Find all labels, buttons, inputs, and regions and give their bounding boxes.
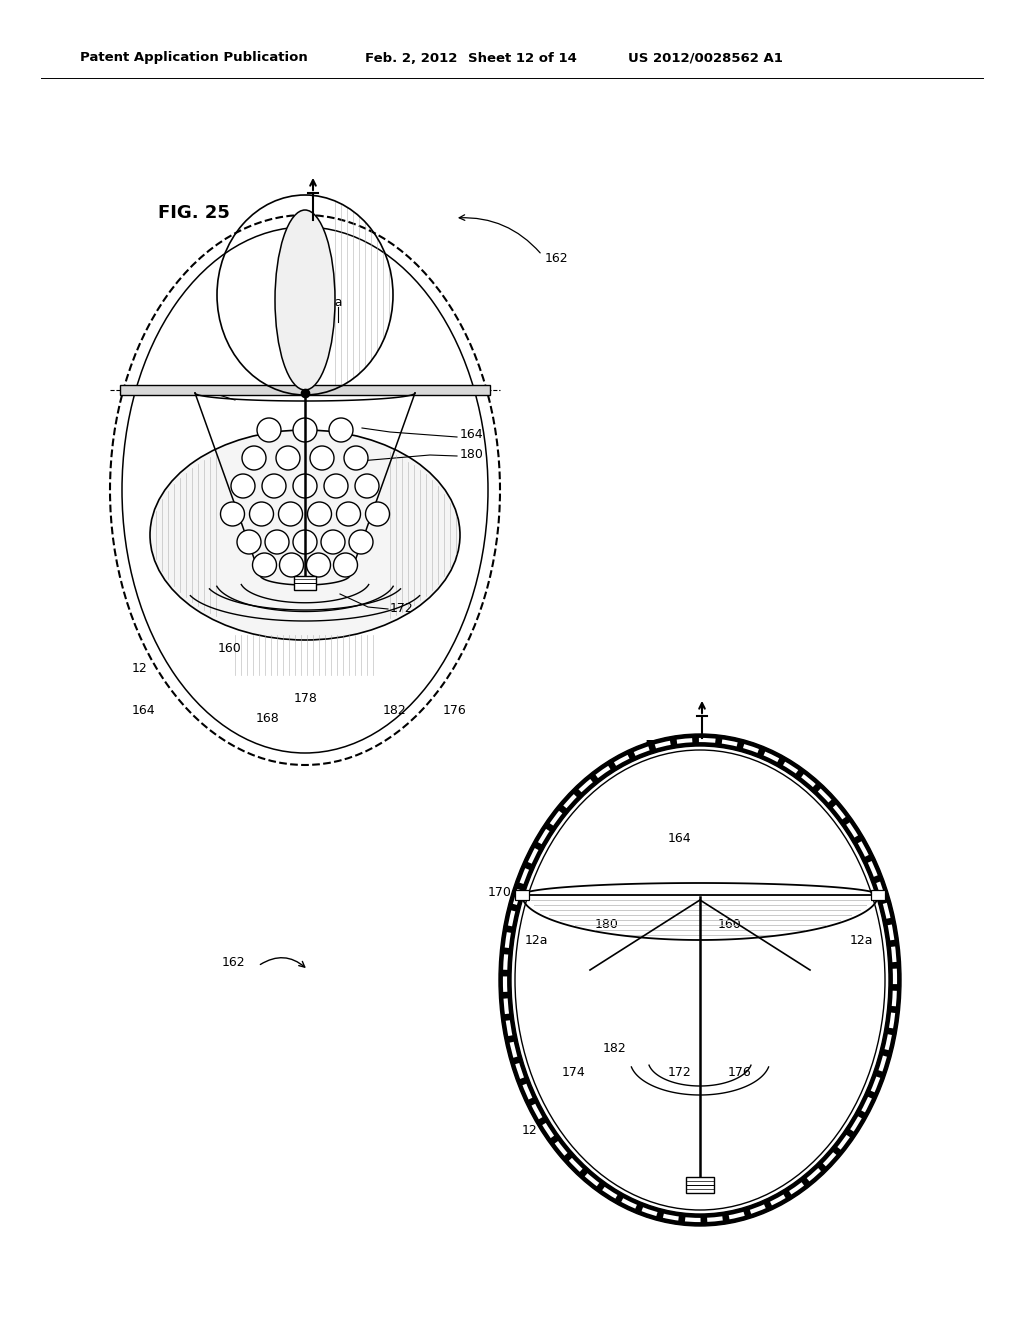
Ellipse shape [275,210,335,389]
Text: FIG. 26: FIG. 26 [645,739,717,756]
Text: 172: 172 [668,1065,692,1078]
Text: 160: 160 [718,919,741,932]
Circle shape [262,474,286,498]
Circle shape [306,553,331,577]
Text: 180: 180 [595,919,618,932]
Circle shape [329,418,353,442]
Circle shape [276,446,300,470]
Text: 172: 172 [390,602,414,615]
Text: Sheet 12 of 14: Sheet 12 of 14 [468,51,577,65]
Text: Feb. 2, 2012: Feb. 2, 2012 [365,51,458,65]
Circle shape [355,474,379,498]
Text: 12a: 12a [850,933,873,946]
Circle shape [334,553,357,577]
Text: FIG. 25: FIG. 25 [158,205,229,222]
Bar [515,890,529,900]
Circle shape [324,474,348,498]
Circle shape [307,502,332,525]
Circle shape [321,531,345,554]
Circle shape [242,446,266,470]
Circle shape [337,502,360,525]
Text: 12: 12 [132,661,147,675]
Text: 168: 168 [256,711,280,725]
Bar [294,576,316,590]
Text: Patent Application Publication: Patent Application Publication [80,51,308,65]
Circle shape [253,553,276,577]
Text: 182: 182 [603,1041,627,1055]
Circle shape [231,474,255,498]
Text: 12a: 12a [319,296,343,309]
Bar [871,890,885,900]
Text: 182: 182 [383,704,407,717]
Circle shape [293,474,317,498]
Text: 180: 180 [460,449,484,462]
Text: 162: 162 [222,957,246,969]
Text: 164: 164 [132,704,156,717]
Text: 170: 170 [175,384,199,396]
Circle shape [220,502,245,525]
Circle shape [280,553,303,577]
Text: 162: 162 [545,252,568,264]
Text: 12a: 12a [525,933,549,946]
Circle shape [349,531,373,554]
Text: 176: 176 [728,1065,752,1078]
Circle shape [237,531,261,554]
Text: 170: 170 [488,887,512,899]
Text: 160: 160 [218,642,242,655]
Text: 164: 164 [668,832,691,845]
Text: 164: 164 [460,429,483,441]
Ellipse shape [150,430,460,640]
Ellipse shape [511,746,889,1214]
Text: 12: 12 [522,1123,538,1137]
Circle shape [265,531,289,554]
Text: 174: 174 [562,1065,586,1078]
Circle shape [250,502,273,525]
Bar [686,1177,714,1193]
Text: 178: 178 [294,692,317,705]
Circle shape [344,446,368,470]
Circle shape [310,446,334,470]
Text: US 2012/0028562 A1: US 2012/0028562 A1 [628,51,783,65]
Ellipse shape [499,734,901,1226]
Circle shape [293,531,317,554]
Circle shape [257,418,281,442]
Text: 176: 176 [443,704,467,717]
Circle shape [366,502,389,525]
Circle shape [293,418,317,442]
Bar [120,385,490,395]
Circle shape [279,502,302,525]
